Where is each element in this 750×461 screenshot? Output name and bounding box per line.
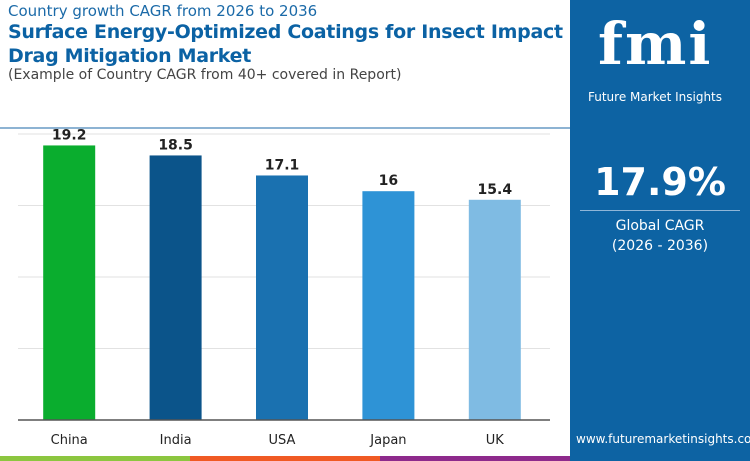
strip-purple <box>380 456 570 461</box>
strip-green <box>0 456 190 461</box>
global-cagr-label: Global CAGR <box>615 218 705 234</box>
global-cagr-value: 17.9% <box>594 160 726 204</box>
brand-name: Future Market Insights <box>588 90 723 104</box>
chart-title: Surface Energy-Optimized Coatings for In… <box>8 21 563 67</box>
data-label: 19.2 <box>52 127 87 143</box>
x-tick-label: India <box>160 433 192 448</box>
x-tick-label: China <box>51 433 88 448</box>
x-tick-label: UK <box>486 433 505 448</box>
chart-kicker: Country growth CAGR from 2026 to 2036 <box>8 2 318 20</box>
bar-india <box>149 155 202 420</box>
chart-subtitle: (Example of Country CAGR from 40+ covere… <box>8 67 402 83</box>
bar-chart: 19.2 China 18.5 India 17.1 USA 16 Japan 15.4 UK <box>18 127 550 448</box>
data-label: 18.5 <box>158 137 193 153</box>
fmi-logo: fmi <box>598 10 713 78</box>
divider <box>0 127 570 129</box>
data-label: 16 <box>379 173 398 189</box>
divider <box>580 210 740 211</box>
x-tick-label: Japan <box>369 433 406 448</box>
data-label: 17.1 <box>265 157 300 173</box>
bar-uk <box>468 199 521 420</box>
side-panel: fmi Future Market Insights 17.9% Global … <box>570 0 750 461</box>
data-label: 15.4 <box>478 182 513 198</box>
bar-usa <box>256 175 308 420</box>
global-cagr-period: (2026 - 2036) <box>611 238 709 254</box>
bar-china <box>43 145 96 420</box>
x-tick-label: USA <box>269 433 296 448</box>
website-link[interactable]: www.futuremarketinsights.com <box>576 432 750 446</box>
strip-orange <box>190 456 380 461</box>
bar-japan <box>362 191 415 420</box>
